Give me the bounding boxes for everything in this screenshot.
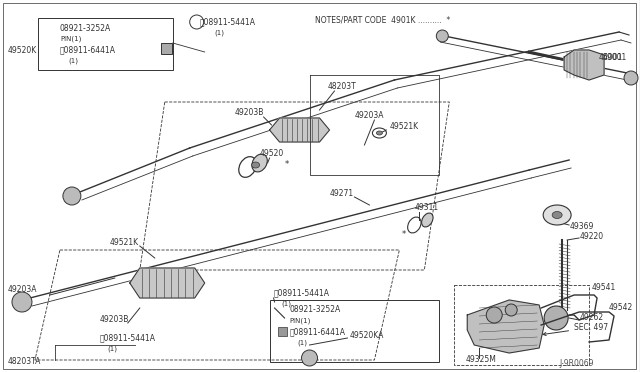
Polygon shape — [564, 50, 604, 80]
Text: SEC. 497: SEC. 497 — [543, 323, 608, 336]
Text: 45001: 45001 — [599, 52, 623, 61]
Text: 49521K: 49521K — [389, 122, 419, 131]
Text: 49271: 49271 — [330, 189, 354, 198]
Ellipse shape — [376, 131, 383, 135]
Text: 49262: 49262 — [580, 314, 604, 323]
Text: 08921-3252A: 08921-3252A — [289, 305, 340, 314]
Bar — [38, 18, 173, 70]
Bar — [161, 43, 172, 54]
Text: ⓝ08911-5441A: ⓝ08911-5441A — [200, 17, 256, 26]
Ellipse shape — [552, 212, 562, 218]
Text: *: * — [285, 160, 289, 169]
Text: *: * — [401, 230, 406, 238]
Text: 48203T: 48203T — [328, 81, 356, 90]
Circle shape — [63, 187, 81, 205]
Ellipse shape — [252, 162, 260, 168]
Text: 49542: 49542 — [609, 304, 634, 312]
Circle shape — [436, 30, 448, 42]
Text: J-9R0069: J-9R0069 — [559, 359, 594, 368]
Text: 49220: 49220 — [580, 231, 604, 241]
Text: (1): (1) — [282, 301, 292, 307]
Text: NOTES/PART CODE  4901K ..........  *: NOTES/PART CODE 4901K .......... * — [314, 16, 450, 25]
Polygon shape — [467, 300, 544, 353]
Text: 08921-3252A: 08921-3252A — [60, 23, 111, 32]
Text: (1): (1) — [214, 30, 225, 36]
Ellipse shape — [252, 154, 268, 172]
Text: (1): (1) — [108, 346, 118, 352]
Text: 49369: 49369 — [570, 221, 595, 231]
Text: 49541: 49541 — [592, 283, 616, 292]
Circle shape — [301, 350, 317, 366]
Text: 49203B: 49203B — [235, 108, 264, 116]
Text: ⓝ08911-5441A: ⓝ08911-5441A — [100, 334, 156, 343]
Ellipse shape — [422, 213, 433, 227]
Text: (1): (1) — [298, 340, 308, 346]
Circle shape — [505, 304, 517, 316]
Text: PIN(1): PIN(1) — [60, 36, 81, 42]
Text: 49520K: 49520K — [8, 45, 37, 55]
Text: ⓝ08911-5441A: ⓝ08911-5441A — [273, 289, 330, 298]
Text: 49520KA: 49520KA — [349, 331, 384, 340]
Text: PIN(1): PIN(1) — [289, 318, 311, 324]
Circle shape — [544, 306, 568, 330]
Circle shape — [12, 292, 32, 312]
Text: 49325M: 49325M — [465, 356, 496, 365]
Text: 49520: 49520 — [260, 148, 284, 157]
Bar — [278, 327, 287, 336]
Text: 49203B: 49203B — [100, 315, 129, 324]
Text: 49203A: 49203A — [355, 110, 384, 119]
Text: 49001: 49001 — [603, 52, 627, 61]
Ellipse shape — [543, 205, 571, 225]
Text: (1): (1) — [68, 58, 78, 64]
Text: 48203TA: 48203TA — [8, 357, 42, 366]
Text: 49521K: 49521K — [110, 237, 139, 247]
Text: ⓝ08911-6441A: ⓝ08911-6441A — [289, 327, 346, 337]
Text: 49311: 49311 — [414, 202, 438, 212]
Polygon shape — [269, 118, 330, 142]
Polygon shape — [130, 268, 205, 298]
Circle shape — [486, 307, 502, 323]
Circle shape — [624, 71, 638, 85]
Text: ⓝ08911-6441A: ⓝ08911-6441A — [60, 45, 116, 55]
Text: 49203A: 49203A — [8, 285, 38, 295]
Bar — [269, 300, 439, 362]
